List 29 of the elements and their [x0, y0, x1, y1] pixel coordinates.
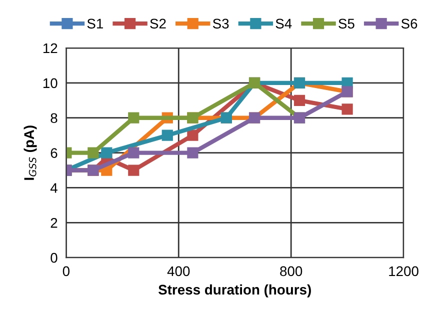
point — [101, 147, 112, 158]
point — [128, 164, 140, 176]
legend-label: S3 — [212, 18, 229, 29]
x-tick-label: 400 — [167, 266, 190, 276]
point — [162, 130, 173, 141]
legend-label: S5 — [338, 18, 354, 29]
x-axis-title: Stress duration (hours) — [158, 284, 311, 298]
x-tick-label: 800 — [280, 266, 302, 276]
x-tick-label: 1200 — [389, 266, 418, 276]
legend-label: S4 — [276, 18, 292, 29]
point — [342, 104, 353, 115]
y-axis-title: I$_{GSS}$ (pA) — [24, 126, 37, 180]
y-tick-label: 0 — [50, 252, 58, 263]
x-tick-label: 0 — [62, 266, 70, 276]
y-tick-label: 8 — [50, 113, 58, 124]
point — [187, 130, 198, 141]
legend-label: S2 — [150, 18, 166, 29]
point — [294, 94, 306, 106]
legend-label: S1 — [87, 18, 103, 29]
y-tick-label: 10 — [43, 78, 58, 88]
y-tick-label: 6 — [50, 148, 58, 158]
point — [128, 147, 140, 158]
y-tick-label: 2 — [50, 218, 58, 228]
y-tick-label: 12 — [43, 43, 58, 54]
legend-label: S6 — [401, 18, 418, 29]
point — [88, 147, 99, 158]
point — [128, 112, 140, 124]
y-tick-label: 4 — [50, 183, 58, 193]
point — [187, 147, 198, 158]
